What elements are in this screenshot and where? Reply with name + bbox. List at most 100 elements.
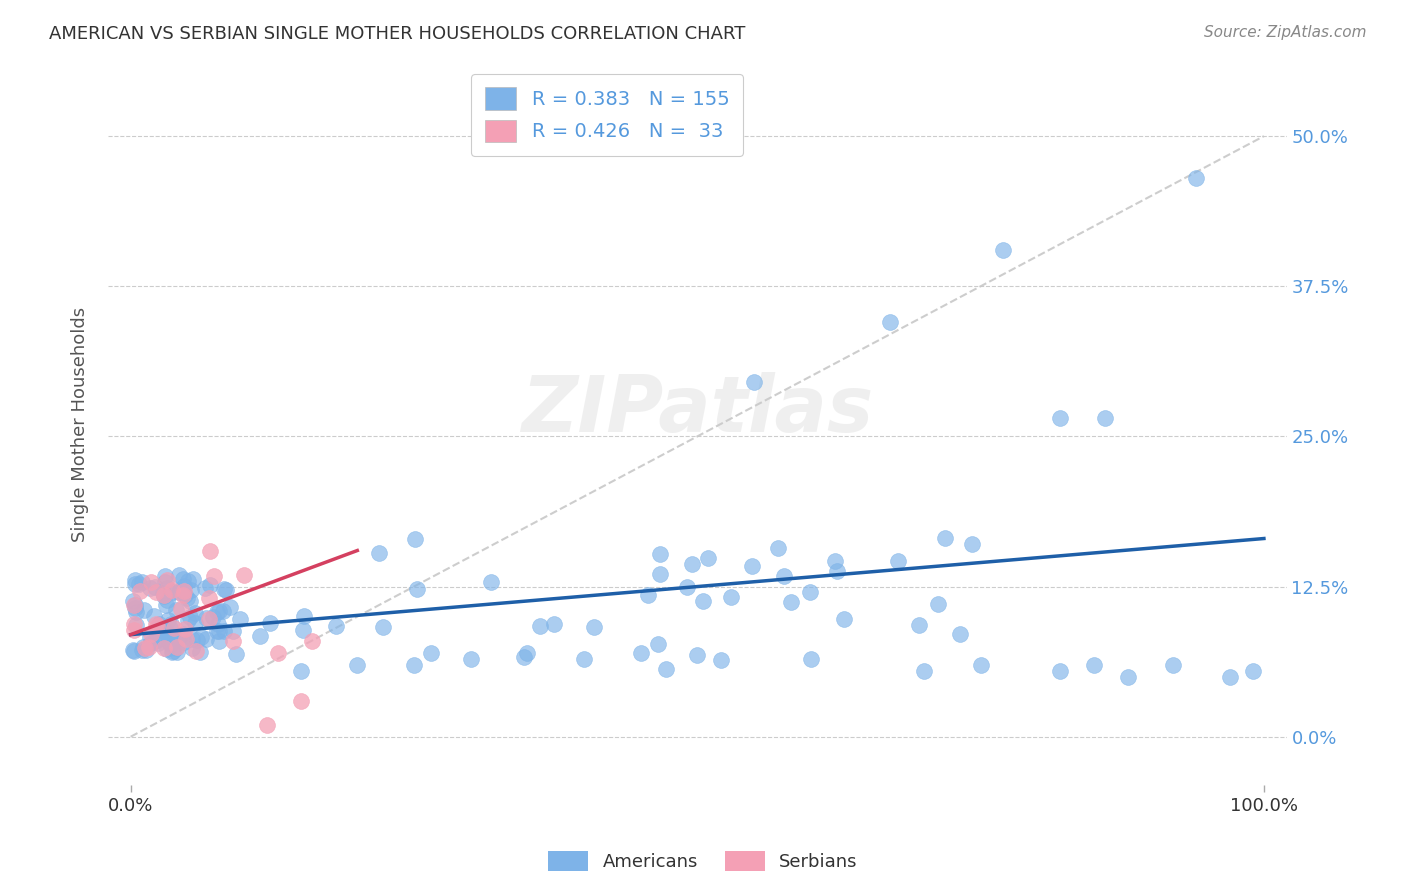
Point: [460, 651, 482, 665]
Point: [879, 315, 901, 329]
Point: [207, 624, 229, 638]
Point: [139, 581, 162, 595]
Point: [969, 657, 991, 672]
Point: [141, 574, 163, 589]
Point: [157, 628, 180, 642]
Point: [156, 581, 179, 595]
Point: [150, 620, 173, 634]
Point: [131, 643, 153, 657]
Point: [198, 578, 221, 592]
Point: [124, 577, 146, 591]
Point: [122, 617, 145, 632]
Point: [176, 591, 198, 606]
Point: [1161, 657, 1184, 672]
Legend: R = 0.383   N = 155, R = 0.426   N =  33: R = 0.383 N = 155, R = 0.426 N = 33: [471, 74, 742, 155]
Point: [169, 584, 191, 599]
Point: [131, 640, 153, 654]
Point: [529, 618, 551, 632]
Point: [404, 532, 426, 546]
Point: [179, 594, 201, 608]
Point: [934, 531, 956, 545]
Point: [405, 582, 427, 596]
Point: [157, 635, 180, 649]
Point: [1219, 670, 1241, 684]
Point: [135, 643, 157, 657]
Point: [960, 537, 983, 551]
Point: [180, 582, 202, 597]
Point: [180, 632, 202, 647]
Point: [153, 574, 176, 589]
Point: [675, 580, 697, 594]
Point: [887, 553, 910, 567]
Point: [371, 620, 394, 634]
Point: [233, 567, 256, 582]
Point: [173, 579, 195, 593]
Point: [572, 651, 595, 665]
Point: [173, 635, 195, 649]
Point: [222, 624, 245, 639]
Point: [368, 546, 391, 560]
Point: [194, 581, 217, 595]
Point: [186, 633, 208, 648]
Point: [122, 598, 145, 612]
Point: [169, 583, 191, 598]
Point: [142, 609, 165, 624]
Point: [172, 626, 194, 640]
Point: [181, 640, 204, 655]
Point: [292, 609, 315, 624]
Point: [202, 568, 225, 582]
Point: [163, 632, 186, 647]
Point: [159, 621, 181, 635]
Point: [124, 598, 146, 612]
Point: [824, 554, 846, 568]
Point: [156, 593, 179, 607]
Point: [221, 633, 243, 648]
Point: [215, 582, 238, 597]
Point: [766, 541, 789, 555]
Point: [650, 566, 672, 581]
Point: [927, 597, 949, 611]
Point: [948, 627, 970, 641]
Point: [183, 616, 205, 631]
Point: [124, 600, 146, 615]
Point: [208, 624, 231, 638]
Point: [212, 582, 235, 596]
Point: [832, 612, 855, 626]
Point: [800, 651, 823, 665]
Point: [207, 617, 229, 632]
Point: [301, 633, 323, 648]
Point: [128, 577, 150, 591]
Point: [420, 646, 443, 660]
Point: [912, 664, 935, 678]
Point: [139, 630, 162, 644]
Point: [402, 657, 425, 672]
Point: [160, 583, 183, 598]
Point: [174, 588, 197, 602]
Point: [162, 644, 184, 658]
Point: [134, 640, 156, 655]
Point: [637, 588, 659, 602]
Point: [172, 572, 194, 586]
Text: ZIPatlas: ZIPatlas: [522, 372, 873, 448]
Point: [145, 619, 167, 633]
Point: [692, 594, 714, 608]
Point: [153, 590, 176, 604]
Point: [290, 694, 312, 708]
Point: [131, 574, 153, 589]
Point: [198, 611, 221, 625]
Point: [153, 640, 176, 655]
Point: [1083, 657, 1105, 672]
Point: [195, 632, 218, 647]
Point: [1049, 411, 1071, 425]
Point: [146, 632, 169, 647]
Point: [197, 591, 219, 605]
Point: [145, 617, 167, 632]
Point: [212, 624, 235, 639]
Point: [207, 604, 229, 618]
Point: [908, 618, 931, 632]
Legend: Americans, Serbians: Americans, Serbians: [541, 844, 865, 879]
Point: [138, 640, 160, 655]
Point: [479, 574, 502, 589]
Point: [122, 643, 145, 657]
Point: [162, 621, 184, 635]
